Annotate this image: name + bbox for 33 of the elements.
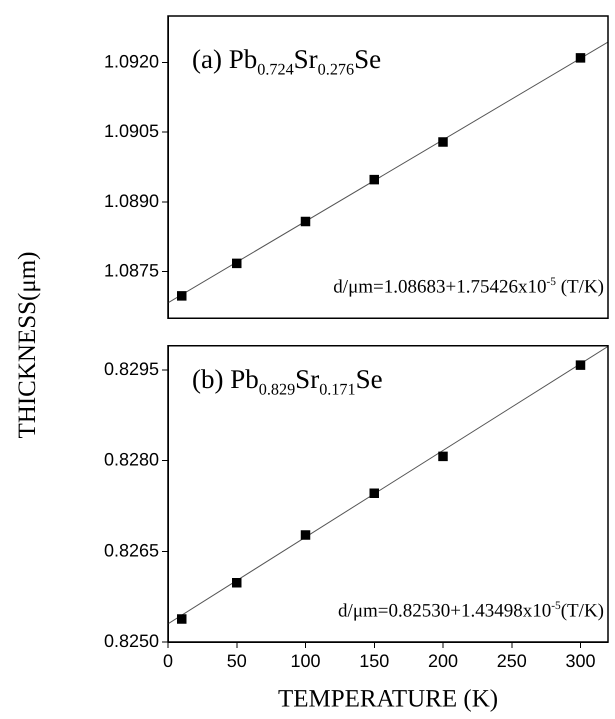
y-tick-label: 0.8265 bbox=[104, 540, 159, 560]
x-tick-label: 50 bbox=[226, 650, 247, 671]
point bbox=[232, 258, 242, 268]
x-tick-label: 100 bbox=[290, 650, 321, 671]
point bbox=[177, 614, 186, 624]
y-tick-label: 0.8295 bbox=[104, 358, 159, 379]
annotation: d/μm=0.82530+1.43498x10$^{-5}$(T/K) bbox=[338, 600, 604, 622]
point bbox=[300, 216, 310, 226]
point bbox=[438, 452, 448, 462]
y-axis-title: THICKNESS(μm) bbox=[14, 251, 42, 439]
y-tick-label: 1.0905 bbox=[104, 121, 159, 142]
point bbox=[370, 174, 379, 184]
x-tick-label: 300 bbox=[565, 650, 596, 671]
y-tick-label: 1.0920 bbox=[104, 51, 159, 72]
point bbox=[438, 137, 448, 147]
x-tick-label: 200 bbox=[428, 650, 458, 671]
y-tick-label: 1.0875 bbox=[104, 260, 159, 281]
x-axis-title: TEMPERATURE (K) bbox=[278, 686, 498, 713]
x-tick-label: 250 bbox=[496, 650, 527, 671]
annotation: d/μm=1.08683+1.75426x10$^{-5}$ (T/K) bbox=[333, 276, 604, 299]
point bbox=[300, 530, 310, 540]
annotation: (b) Pb$_{0.829}$Sr$_{0.171}$Se bbox=[192, 364, 383, 400]
x-tick-label: 150 bbox=[359, 650, 390, 671]
annotation: (a) Pb$_{0.724}$Sr$_{0.276}$Se bbox=[192, 44, 382, 80]
point bbox=[576, 360, 586, 370]
point bbox=[232, 578, 242, 588]
point bbox=[370, 488, 379, 498]
point bbox=[177, 291, 186, 301]
x-tick-label: 0 bbox=[162, 650, 174, 671]
y-tick-label: 0.8280 bbox=[104, 450, 159, 470]
point bbox=[576, 53, 586, 63]
y-tick-label: 0.8250 bbox=[104, 630, 159, 651]
y-tick-label: 1.0890 bbox=[104, 190, 159, 211]
